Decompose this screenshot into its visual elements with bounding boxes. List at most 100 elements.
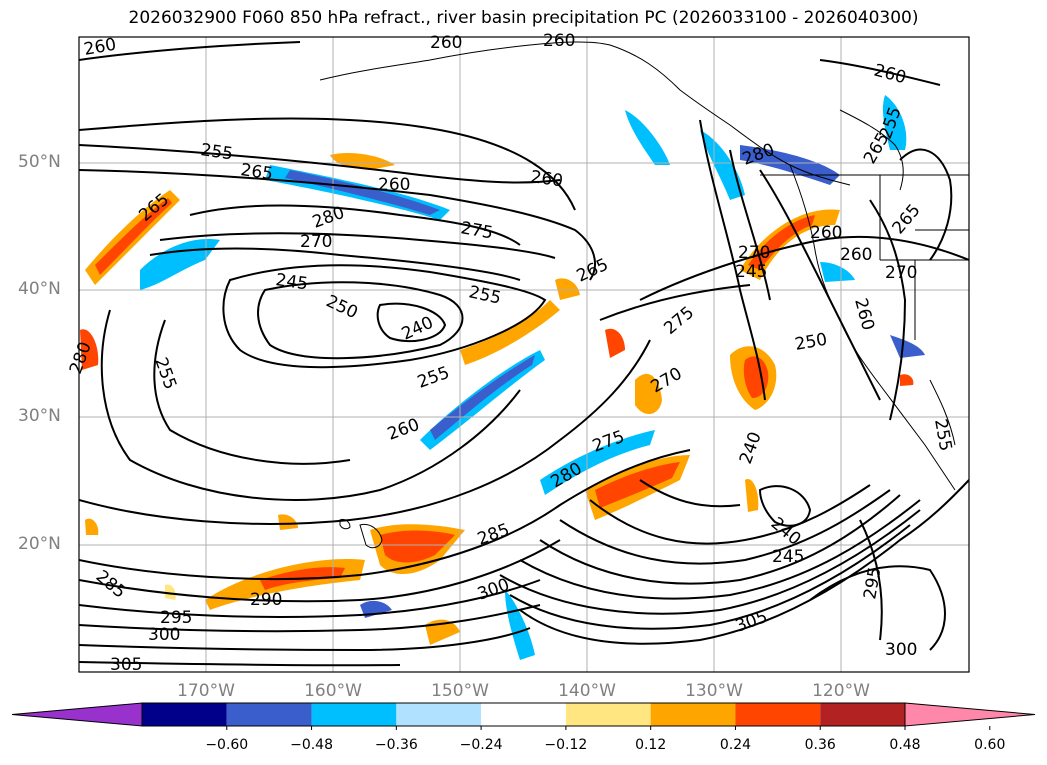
contour-250 <box>222 264 547 369</box>
contour-260-topright <box>819 59 941 86</box>
coast-baja <box>929 379 956 446</box>
shade-red-6 <box>748 215 815 270</box>
colorbar-frame <box>141 702 906 727</box>
contour-coast-1 <box>699 119 766 401</box>
shade-orange-8 <box>635 373 662 415</box>
shade-orange-13 <box>278 514 298 530</box>
contour-305 <box>79 661 401 667</box>
contour-265 <box>79 169 596 281</box>
contour-255-south <box>153 319 351 465</box>
colorbar-tick-label: −0.12 <box>544 737 588 753</box>
colorbar-segment <box>735 703 821 726</box>
colorbar-segment <box>565 703 651 726</box>
shade-orange-10 <box>425 619 460 645</box>
contour-label: 245 <box>735 262 767 282</box>
colorbar-segment <box>311 703 397 726</box>
contour-270 <box>79 339 651 525</box>
contour-275 <box>159 232 556 259</box>
contour-295-east <box>859 519 883 641</box>
map-title: 2026032900 F060 850 hPa refract., river … <box>128 8 919 28</box>
shade-blue-6 <box>540 430 655 495</box>
lon-label-140w: 140°W <box>558 681 616 701</box>
contour-label: 300 <box>885 640 917 660</box>
contour-260-south <box>100 309 521 501</box>
colorbar-tick-label: 0.48 <box>889 737 921 753</box>
shade-yellow-1 <box>165 584 176 600</box>
contour-label: 260 <box>378 175 410 195</box>
shade-red-8 <box>80 329 99 370</box>
colorbar-segment <box>226 703 312 726</box>
shade-blue-3 <box>140 239 220 290</box>
shade-blue-13 <box>820 262 855 282</box>
colorbar-segment <box>650 703 736 726</box>
colorbar-segment <box>396 703 482 726</box>
contour-275-east <box>599 284 751 321</box>
contour-255 <box>79 144 561 184</box>
shade-red-3 <box>380 530 455 563</box>
contour-300 <box>79 627 531 652</box>
shade-red-9 <box>900 374 914 386</box>
contour-label: 295 <box>160 608 192 628</box>
colorbar-segment <box>142 703 227 726</box>
contour-jet-7 <box>589 484 871 545</box>
shade-orange-11 <box>555 278 580 300</box>
contour-jet-6 <box>559 489 891 565</box>
colorbar-segment <box>820 703 905 726</box>
political-borders <box>760 174 969 340</box>
contour-label: 245 <box>772 547 804 567</box>
colorbar-tick-label: 0.60 <box>974 737 1006 753</box>
contour-265-east <box>639 235 969 301</box>
contour-label: 255 <box>199 140 234 164</box>
contour-label: 260 <box>810 223 842 243</box>
contour-295 <box>79 604 541 633</box>
contour-270-ne <box>869 199 907 421</box>
colorbar-tick-label: −0.36 <box>374 737 418 753</box>
lon-label-160w: 160°W <box>304 681 362 701</box>
lat-label-20n: 20°N <box>18 534 61 554</box>
map-frame <box>78 36 970 673</box>
map-background <box>79 37 969 672</box>
lat-label-40n: 40°N <box>18 279 61 299</box>
shade-red-5 <box>743 356 769 398</box>
contour-label: 270 <box>738 243 770 263</box>
lon-label-150w: 150°W <box>431 681 489 701</box>
contour-240 <box>376 302 447 343</box>
contour-label: 260 <box>529 167 564 191</box>
colorbar-tick-label: −0.24 <box>459 737 503 753</box>
contour-280-south <box>79 449 691 581</box>
colorbar-extend-low <box>11 702 143 727</box>
colorbar-extend-high <box>904 702 1036 727</box>
coast-alaska <box>319 41 851 186</box>
contour-label: 305 <box>110 655 142 675</box>
contour-260-ne <box>899 148 953 261</box>
contour-coast-3 <box>759 169 881 401</box>
shade-red-7 <box>605 328 625 358</box>
coastlines <box>319 41 956 549</box>
lon-label-130w: 130°W <box>685 681 743 701</box>
contour-label: 260 <box>840 245 872 265</box>
coast-bc <box>839 109 904 191</box>
contour-coast-2 <box>729 149 771 301</box>
lat-label-30n: 30°N <box>18 406 61 426</box>
shade-blue-12 <box>890 335 925 358</box>
colorbar-tick-label: 0.24 <box>719 737 752 753</box>
contour-jet-4 <box>519 499 921 600</box>
coast-hawaii-2 <box>339 519 351 530</box>
lat-label-50n: 50°N <box>18 152 61 172</box>
contour-290 <box>79 579 541 618</box>
shade-blue-10 <box>882 95 907 150</box>
shade-orange-12 <box>745 479 759 512</box>
contour-jet-3 <box>499 509 921 615</box>
contour-270-north <box>149 247 521 281</box>
contour-280 <box>189 204 521 246</box>
colorbar-tick-label: 0.12 <box>635 737 667 753</box>
contour-260-north <box>79 117 576 211</box>
contour-jet-1 <box>519 479 969 645</box>
shade-orange-14 <box>85 518 99 535</box>
contour-jet-2 <box>509 524 911 630</box>
contour-label: 290 <box>250 590 282 610</box>
shade-blue-7 <box>625 110 670 165</box>
contour-260-top <box>79 41 301 61</box>
